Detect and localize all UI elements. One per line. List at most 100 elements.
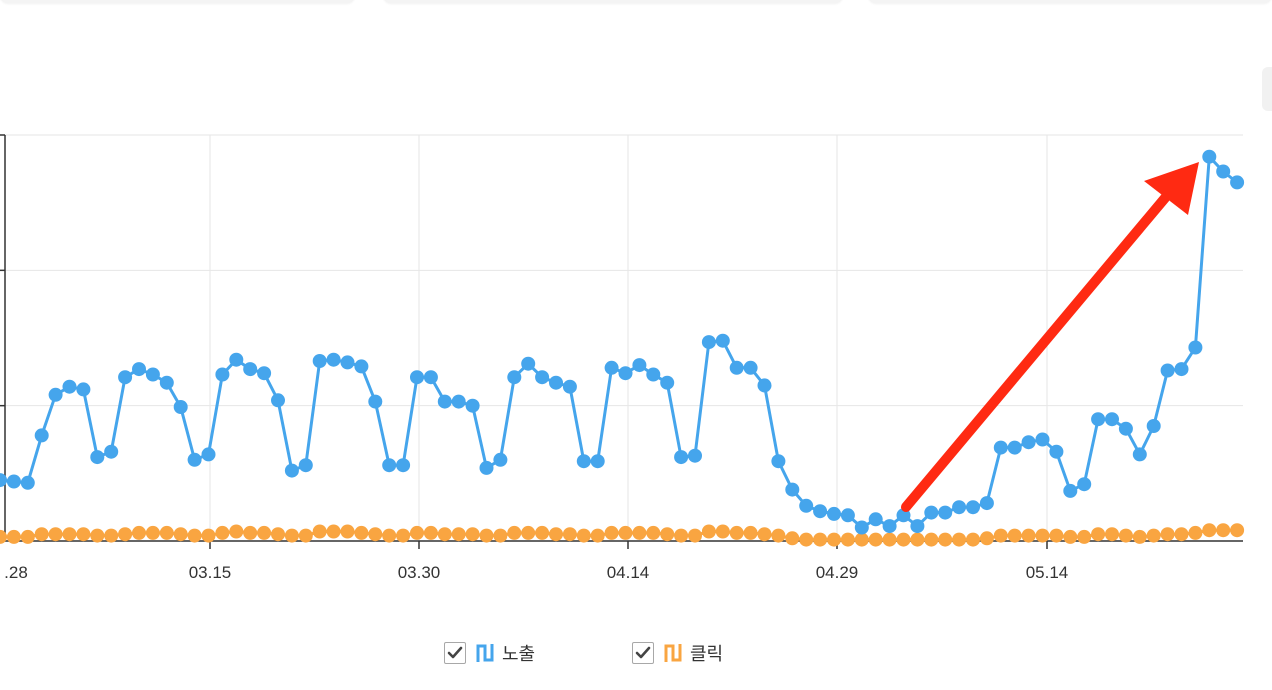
data-point [6,474,21,489]
data-point [924,505,939,520]
legend-checkbox-series-1[interactable] [444,642,466,664]
data-point [924,532,939,547]
series-1 [0,149,1245,535]
data-point [604,525,619,540]
data-point [729,360,744,375]
data-point [1160,363,1175,378]
x-tick-label: 04.14 [607,563,650,582]
data-point [910,532,925,547]
data-point [1091,527,1106,542]
data-point [20,529,35,544]
data-point [952,532,967,547]
data-point [62,527,77,542]
data-point [465,527,480,542]
data-point [660,375,675,390]
top-card-3 [868,0,1272,3]
data-point [437,394,452,409]
x-tick-label: 05.14 [1026,563,1069,582]
data-point [618,525,633,540]
data-point [257,366,272,381]
data-point [743,525,758,540]
x-tick-label: 03.15 [189,563,232,582]
data-point [1216,164,1231,179]
data-point [76,382,91,397]
data-point [326,352,341,367]
legend-label-series-1: 노출 [502,644,536,665]
x-tick-label: .28 [4,563,28,582]
annotation-arrow [901,162,1199,512]
side-scroll-button[interactable] [1262,67,1272,111]
data-point [451,394,466,409]
legend-label-series-2: 클릭 [690,644,724,665]
data-point [201,528,216,543]
data-point [1132,447,1147,462]
line-chart: .28 03.15 03.30 04.14 04.29 05.14 [0,134,1245,582]
data-point [701,335,716,350]
data-point [715,524,730,539]
data-point [48,387,63,402]
data-point [479,528,494,543]
data-point [145,525,160,540]
data-point [437,527,452,542]
data-point [1049,444,1064,459]
data-point [1035,528,1050,543]
data-point [966,532,980,547]
data-point [938,532,953,547]
data-point [159,525,174,540]
data-point [48,527,63,542]
data-point [1077,477,1092,492]
data-point [118,370,133,385]
data-point [840,532,855,547]
data-point [1021,528,1036,543]
data-point [410,525,424,540]
data-point [1160,527,1175,542]
data-point [757,378,772,393]
data-point [1230,175,1245,190]
data-point [827,506,841,521]
data-point [145,367,160,382]
data-point [910,519,925,534]
data-point [493,452,508,467]
series-layer [0,149,1245,547]
top-card-1 [0,0,355,3]
data-point [312,354,327,368]
data-point [562,527,577,542]
data-point [701,524,716,539]
data-point [729,525,744,540]
data-point [1146,528,1161,543]
data-point [549,375,563,390]
data-point [354,359,369,374]
data-point [0,529,7,544]
data-point [215,367,230,382]
legend-checkbox-series-2[interactable] [632,642,654,664]
data-point [785,531,800,546]
data-point [118,527,133,542]
arrow-shaft [901,193,1170,512]
data-point [382,458,397,473]
data-point [410,370,424,385]
data-point [257,525,272,540]
data-point [868,512,883,527]
data-point [576,454,591,469]
data-point [340,524,355,539]
data-point [187,528,202,543]
legend-item-series-2[interactable]: 클릭 [632,638,723,668]
data-point [1063,529,1078,544]
series-line [0,155,1239,529]
data-point [62,379,77,394]
data-point [6,529,21,544]
data-point [368,527,383,542]
data-point [576,528,591,543]
data-point [799,532,814,547]
data-point [646,525,661,540]
data-point [993,528,1008,543]
data-point [952,500,967,515]
data-point [1049,528,1064,543]
data-point [396,528,411,543]
data-point [993,440,1008,455]
data-point [1216,523,1231,538]
line-series-icon [664,644,682,662]
legend-item-series-1[interactable]: 노출 [444,638,535,668]
data-point [757,527,772,542]
data-point [618,366,633,381]
